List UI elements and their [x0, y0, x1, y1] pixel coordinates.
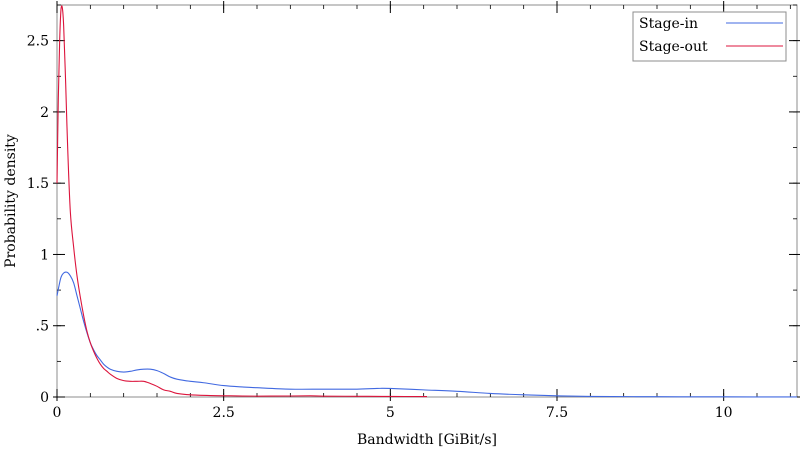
y-axis-label: Probability density [3, 134, 19, 268]
y-tick-label: .5 [36, 319, 49, 335]
x-tick-label: 7.5 [546, 405, 568, 421]
legend-box [632, 11, 787, 62]
legend-label-stage-in: Stage-in [639, 16, 698, 32]
y-tick-label: 0 [40, 390, 49, 406]
y-tick-label: 1.5 [27, 176, 49, 192]
y-tick-label: 2.5 [27, 34, 49, 50]
y-tick-label: 1 [40, 247, 49, 263]
series-line-stage-in [56, 271, 798, 398]
x-tick-label: 0 [53, 405, 62, 421]
x-axis-label: Bandwidth [GiBit/s] [357, 432, 497, 448]
legend-label-stage-out: Stage-out [639, 39, 708, 55]
plot-frame [56, 4, 798, 398]
legend: Stage-in Stage-out [632, 11, 787, 62]
series-lines [56, 5, 798, 398]
x-tick-label: 5 [386, 405, 395, 421]
tick-labels: 0 2.5 5 7.5 10 0 .5 1 1.5 2 2.5 [27, 34, 733, 421]
x-tick-label: 10 [715, 405, 733, 421]
series-line-stage-out [56, 5, 428, 398]
x-tick-label: 2.5 [213, 405, 235, 421]
y-tick-label: 2 [40, 105, 49, 121]
